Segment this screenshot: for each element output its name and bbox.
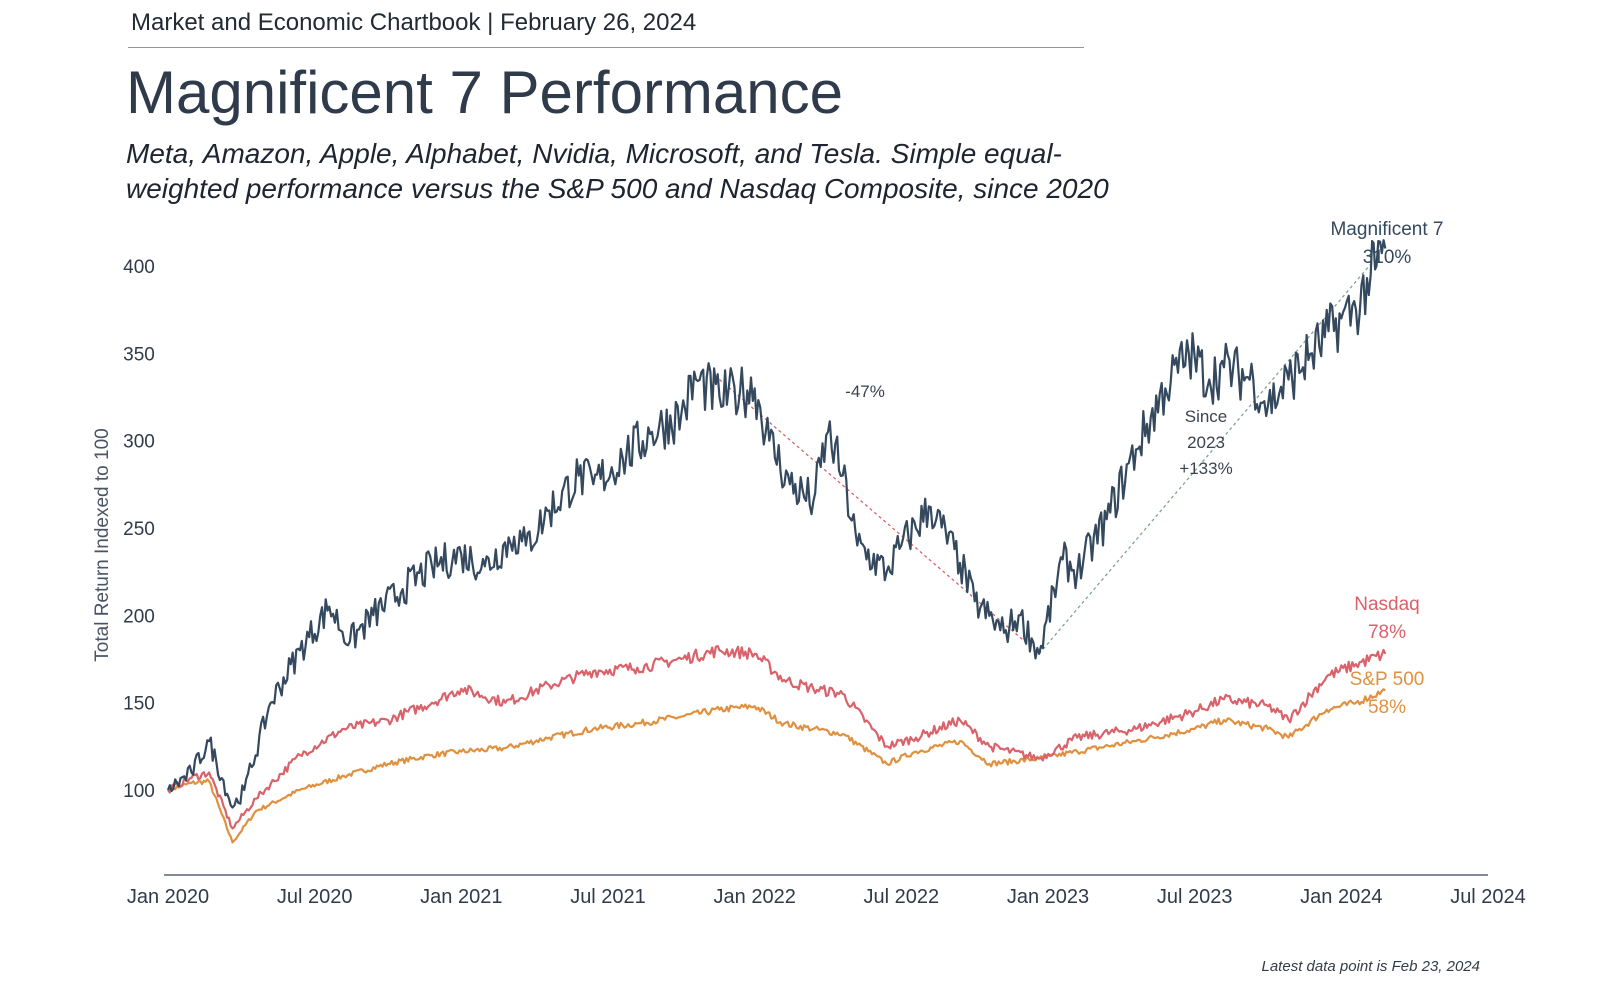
legend-value-nasdaq: 78%	[1368, 622, 1406, 643]
drawdown-annotation: -47%	[845, 382, 885, 401]
y-tick-label: 150	[123, 694, 155, 715]
subtitle-line-1: Meta, Amazon, Apple, Alphabet, Nvidia, M…	[126, 138, 1062, 169]
y-axis-label: Total Return Indexed to 100	[92, 428, 113, 661]
since-2023-annotation: 2023	[1187, 433, 1225, 452]
legend-value-s-p-500: 58%	[1368, 697, 1406, 718]
subtitle-line-2: weighted performance versus the S&P 500 …	[126, 173, 1109, 204]
series-line-nasdaq	[167, 644, 1387, 830]
x-tick-label: Jan 2020	[127, 886, 209, 908]
trend-line	[1038, 256, 1378, 655]
y-tick-label: 400	[123, 257, 155, 278]
series-line-magnificent-7	[166, 239, 1387, 809]
x-tick-label: Jul 2024	[1450, 886, 1526, 908]
legend-value-magnificent-7: 310%	[1363, 247, 1412, 268]
y-tick-label: 350	[123, 344, 155, 365]
since-2023-annotation: Since	[1185, 407, 1228, 426]
page-title: Magnificent 7 Performance	[126, 59, 844, 126]
header-divider	[128, 47, 1084, 48]
latest-data-footnote: Latest data point is Feb 23, 2024	[1261, 958, 1481, 975]
x-tick-label: Jan 2023	[1007, 886, 1089, 908]
chart-subtitle: Meta, Amazon, Apple, Alphabet, Nvidia, M…	[126, 136, 1126, 206]
y-tick-label: 100	[123, 781, 155, 802]
y-tick-label: 250	[123, 519, 155, 540]
legend-label-s-p-500: S&P 500	[1350, 669, 1425, 690]
trend-line	[719, 379, 1040, 655]
x-tick-label: Jul 2022	[864, 886, 940, 908]
chartbook-kicker: Market and Economic Chartbook | February…	[131, 9, 697, 36]
x-tick-label: Jul 2021	[570, 886, 646, 908]
since-2023-annotation: +133%	[1179, 459, 1232, 478]
legend-label-magnificent-7: Magnificent 7	[1330, 219, 1443, 240]
x-tick-label: Jul 2020	[277, 886, 353, 908]
y-tick-label: 200	[123, 606, 155, 627]
x-tick-label: Jan 2024	[1300, 886, 1382, 908]
x-tick-label: Jan 2022	[714, 886, 796, 908]
series-line-s-p-500	[167, 688, 1386, 844]
x-tick-label: Jul 2023	[1157, 886, 1233, 908]
legend-label-nasdaq: Nasdaq	[1354, 594, 1420, 615]
y-tick-label: 300	[123, 432, 155, 453]
x-tick-label: Jan 2021	[420, 886, 502, 908]
